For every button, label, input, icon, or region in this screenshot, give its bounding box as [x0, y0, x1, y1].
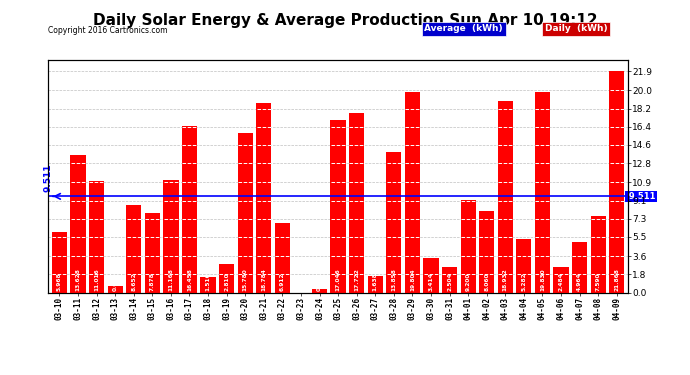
Bar — [368, 276, 383, 292]
Text: 18.784: 18.784 — [262, 268, 266, 291]
Bar — [405, 92, 420, 292]
Bar — [201, 277, 216, 292]
Bar — [219, 264, 235, 292]
Bar — [182, 126, 197, 292]
Text: 19.804: 19.804 — [410, 269, 415, 291]
Bar — [442, 267, 457, 292]
Text: 1.510: 1.510 — [206, 273, 210, 291]
Bar — [256, 103, 271, 292]
Bar — [424, 258, 439, 292]
Text: Copyright 2016 Cartronics.com: Copyright 2016 Cartronics.com — [48, 26, 168, 35]
Text: 2.484: 2.484 — [558, 273, 564, 291]
Text: 17.722: 17.722 — [354, 268, 359, 291]
Bar — [349, 113, 364, 292]
Text: 2.504: 2.504 — [447, 273, 452, 291]
Text: 1.638: 1.638 — [373, 273, 377, 291]
Text: 5.968: 5.968 — [57, 273, 62, 291]
Bar — [126, 205, 141, 292]
Text: 7.878: 7.878 — [150, 273, 155, 291]
Text: 3.414: 3.414 — [428, 273, 433, 291]
Text: 9.200: 9.200 — [466, 273, 471, 291]
Bar — [70, 155, 86, 292]
Text: 0.652: 0.652 — [112, 273, 118, 291]
Text: 2.810: 2.810 — [224, 273, 229, 291]
Bar — [237, 133, 253, 292]
Text: Daily  (kWh): Daily (kWh) — [545, 24, 608, 33]
Text: Daily Solar Energy & Average Production Sun Apr 10 19:12: Daily Solar Energy & Average Production … — [92, 13, 598, 28]
Bar — [386, 152, 402, 292]
Text: 9.511: 9.511 — [43, 164, 53, 192]
Bar — [591, 216, 606, 292]
Bar — [89, 181, 104, 292]
Text: 0.000: 0.000 — [299, 273, 304, 291]
Bar — [609, 72, 624, 292]
Bar — [497, 101, 513, 292]
Text: 13.628: 13.628 — [75, 268, 81, 291]
Text: 8.652: 8.652 — [131, 273, 136, 291]
Bar — [572, 242, 587, 292]
Text: 0.328: 0.328 — [317, 273, 322, 291]
Text: 4.964: 4.964 — [577, 273, 582, 291]
Bar — [108, 286, 123, 292]
Text: 9.511: 9.511 — [626, 192, 656, 201]
Text: 17.046: 17.046 — [335, 269, 341, 291]
Text: 18.932: 18.932 — [503, 269, 508, 291]
Bar — [479, 211, 494, 292]
Bar — [553, 267, 569, 292]
Text: 21.868: 21.868 — [614, 268, 619, 291]
Bar — [331, 120, 346, 292]
Bar — [52, 232, 67, 292]
Text: 11.168: 11.168 — [168, 268, 173, 291]
Bar — [275, 223, 290, 292]
Text: 15.780: 15.780 — [243, 269, 248, 291]
Bar — [460, 200, 476, 292]
Text: 16.458: 16.458 — [187, 268, 192, 291]
Text: 19.830: 19.830 — [540, 269, 545, 291]
Text: 8.060: 8.060 — [484, 273, 489, 291]
Text: Average  (kWh): Average (kWh) — [424, 24, 503, 33]
Bar — [535, 92, 550, 292]
Bar — [312, 289, 327, 292]
Text: 6.912: 6.912 — [280, 273, 285, 291]
Text: 5.282: 5.282 — [522, 273, 526, 291]
Bar — [516, 239, 531, 292]
Bar — [145, 213, 160, 292]
Text: 7.590: 7.590 — [595, 273, 601, 291]
Bar — [164, 180, 179, 292]
Text: 11.016: 11.016 — [94, 269, 99, 291]
Text: 13.858: 13.858 — [391, 268, 396, 291]
